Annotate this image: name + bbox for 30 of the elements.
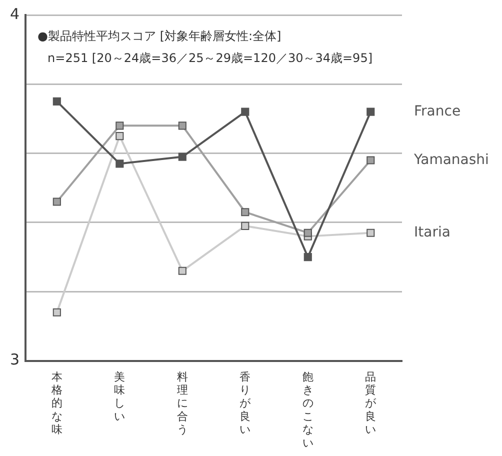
text: France <box>414 103 461 120</box>
text: ●製品特性平均スコア [対象年齢層女性:全体] <box>38 29 282 44</box>
x-tick-label: 品質が良い <box>365 370 378 436</box>
text: Itaria <box>414 224 450 240</box>
point <box>178 122 186 130</box>
point <box>241 108 250 116</box>
point <box>304 253 312 262</box>
x-tick-label: 香りが良い <box>240 370 252 436</box>
point <box>366 108 375 116</box>
point <box>366 156 375 164</box>
point <box>116 132 124 140</box>
point <box>116 122 124 130</box>
point <box>366 228 375 237</box>
text: n=251 [20～24歳=36／25～29歳=120／30～34歳=95] <box>48 51 373 66</box>
point <box>52 97 61 106</box>
y-tick-label: 4 <box>10 4 20 23</box>
x-tick-label: 本格的な味 <box>50 370 62 436</box>
text: Yamanashi <box>413 152 489 168</box>
point <box>241 208 250 216</box>
y-tick-label: 3 <box>10 350 20 369</box>
x-tick-label: 料理に合う <box>176 370 188 436</box>
point <box>116 160 124 168</box>
point <box>178 152 186 161</box>
x-tick-label: 美味しい <box>114 370 126 423</box>
point <box>52 198 61 206</box>
point <box>304 228 312 237</box>
x-tick-label: 飽きのこない <box>302 370 314 450</box>
point <box>52 308 61 316</box>
point <box>241 222 250 230</box>
point <box>178 266 186 275</box>
